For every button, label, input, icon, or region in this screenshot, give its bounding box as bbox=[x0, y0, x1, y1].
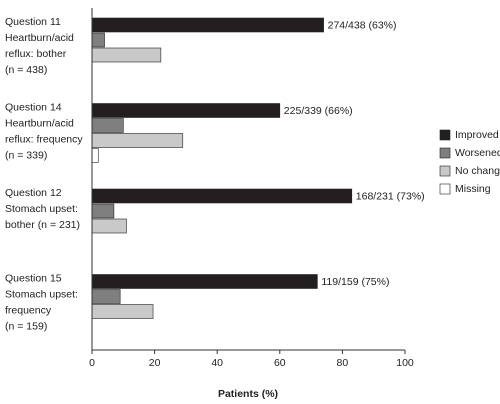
category-label: Question 12 bbox=[5, 187, 62, 199]
annotation: 225/339 (66%) bbox=[284, 105, 353, 117]
bar bbox=[91, 118, 124, 133]
legend-swatch bbox=[439, 147, 451, 159]
category-label: Heartburn/acid bbox=[5, 32, 74, 44]
x-tick-label: 60 bbox=[274, 357, 286, 369]
category-label: frequency bbox=[5, 304, 52, 316]
x-axis-label: Patients (%) bbox=[218, 388, 278, 400]
category-label: (n = 339) bbox=[5, 149, 47, 161]
category-label: (n = 438) bbox=[5, 64, 47, 76]
bar bbox=[91, 148, 99, 163]
bar bbox=[91, 103, 281, 118]
bar bbox=[91, 274, 318, 289]
category-label: reflux: bother bbox=[5, 48, 67, 60]
annotation: 274/438 (63%) bbox=[328, 19, 397, 31]
legend-label: Improved bbox=[455, 129, 499, 141]
annotation: 168/231 (73%) bbox=[356, 190, 425, 202]
legend-label: Worsened bbox=[455, 147, 500, 159]
bar bbox=[91, 47, 162, 63]
legend-swatch bbox=[439, 165, 451, 177]
category-label: Stomach upset: bbox=[5, 288, 78, 300]
category-label: (n = 159) bbox=[5, 320, 47, 332]
category-label: reflux: frequency bbox=[5, 133, 83, 145]
category-label: Heartburn/acid bbox=[5, 117, 74, 129]
x-tick-label: 100 bbox=[396, 357, 414, 369]
bar bbox=[91, 304, 154, 319]
x-tick-label: 80 bbox=[337, 357, 349, 369]
category-label: Question 15 bbox=[5, 272, 62, 284]
legend-swatch bbox=[439, 183, 451, 195]
legend-label: Missing bbox=[455, 183, 491, 195]
bar bbox=[91, 218, 127, 234]
category-label: Stomach upset: bbox=[5, 203, 78, 215]
category-label: bother (n = 231) bbox=[5, 219, 80, 231]
annotation: 119/159 (75%) bbox=[321, 276, 389, 288]
x-tick-label: 40 bbox=[211, 357, 223, 369]
bar bbox=[91, 289, 121, 304]
bar bbox=[91, 32, 105, 48]
bar bbox=[91, 133, 184, 148]
bar bbox=[91, 17, 324, 33]
category-label: Question 11 bbox=[5, 16, 61, 28]
legend-label: No change bbox=[455, 165, 500, 177]
bar bbox=[91, 188, 353, 204]
category-label: Question 14 bbox=[5, 101, 62, 113]
x-tick-label: 0 bbox=[89, 357, 95, 369]
legend-swatch bbox=[439, 129, 451, 141]
bar bbox=[91, 203, 115, 219]
x-tick-label: 20 bbox=[149, 357, 161, 369]
